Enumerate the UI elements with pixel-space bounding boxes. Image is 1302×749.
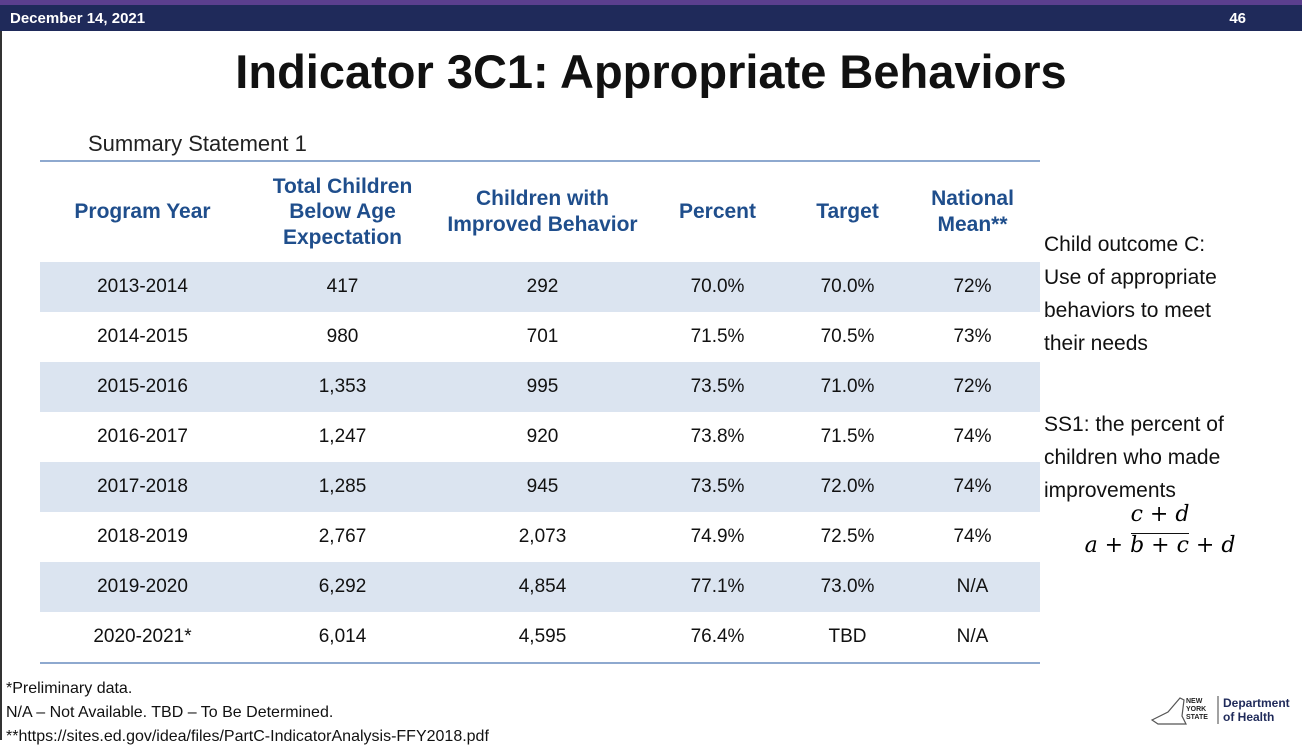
top-bar: December 14, 2021 46 (0, 5, 1302, 31)
table-cell: 72% (905, 362, 1040, 412)
subtitle: Summary Statement 1 (88, 131, 307, 156)
table-row: 2020-2021* 6,014 4,595 76.4% TBD N/A (40, 612, 1040, 663)
table-cell: 2016-2017 (97, 426, 188, 447)
table-cell: 2,073 (518, 526, 567, 547)
table-cell: 1,353 (245, 362, 440, 412)
date: December 14, 2021 (10, 10, 146, 27)
table-cell: 74% (953, 526, 992, 547)
table-cell: TBD (828, 626, 867, 647)
table-cell: 72.0% (790, 462, 905, 512)
table-cell: 4,854 (440, 562, 645, 612)
table-cell: 73.8% (690, 426, 745, 447)
formula: c + d a + b + c + d (1060, 502, 1260, 558)
table-cell: N/A (905, 562, 1040, 612)
page-number: 46 (1229, 10, 1246, 27)
table-cell: 70.0% (790, 262, 905, 312)
table-cell: 71.5% (820, 426, 875, 447)
table-row: 2015-2016 1,353 995 73.5% 71.0% 72% (40, 362, 1040, 412)
table-cell: 417 (245, 262, 440, 312)
note-line: behaviors to meet (1044, 299, 1211, 322)
logo: NEW YORK STATE Department of Health (1150, 690, 1300, 730)
table-cell: 980 (326, 326, 359, 347)
table-cell: 2017-2018 (40, 462, 245, 512)
table-cell: 74.9% (690, 526, 745, 547)
column-header: National Mean** (931, 187, 1014, 236)
table-cell: 77.1% (645, 562, 790, 612)
table-cell: 71.0% (790, 362, 905, 412)
ss1-note: SS1: the percent of children who made impr… (1044, 408, 1224, 507)
table-cell: N/A (956, 626, 989, 647)
note-line: improvements (1044, 479, 1176, 502)
table-cell: 73.5% (645, 462, 790, 512)
note-line: their needs (1044, 332, 1148, 355)
table-cell: 73.0% (790, 562, 905, 612)
table-cell: 2014-2015 (97, 326, 188, 347)
table-row: 2017-2018 1,285 945 73.5% 72.0% 74% (40, 462, 1040, 512)
table-cell: 995 (440, 362, 645, 412)
column-header: Children with Improved Behavior (447, 187, 638, 236)
outcome-note: Child outcome C: Use of appropriate behavi… (1044, 228, 1217, 360)
table-cell: 2019-2020 (40, 562, 245, 612)
logo-graphic (1150, 696, 1219, 725)
numerator: c + d (1130, 502, 1190, 534)
table-cell: 70.5% (820, 326, 875, 347)
table-row: 2018-2019 2,767 2,073 74.9% 72.5% 74% (40, 512, 1040, 562)
table-cell: 71.5% (690, 326, 745, 347)
table-cell: 2018-2019 (97, 526, 188, 547)
data-table: Program Year Total Children Below Age Exp… (40, 160, 1040, 664)
column-header: Program Year (74, 200, 211, 224)
table-cell: 6,014 (318, 626, 367, 647)
note-line: Use of appropriate (1044, 266, 1217, 289)
table-cell: 1,285 (245, 462, 440, 512)
table-cell: 701 (526, 326, 559, 347)
footnote: N/A – Not Available. TBD – To Be Determi… (6, 704, 334, 721)
table-row: 2019-2020 6,292 4,854 77.1% 73.0% N/A (40, 562, 1040, 612)
note-line: SS1: the percent of (1044, 413, 1224, 436)
note-line: Child outcome C: (1044, 233, 1206, 256)
table-row: 2014-2015 980 701 71.5% 70.5% 73% (40, 312, 1040, 362)
table-cell: 74% (953, 426, 992, 447)
column-header: Percent (678, 200, 757, 224)
footnote: **https://sites.ed.gov/idea/files/PartC-… (6, 728, 489, 745)
state-outline (1150, 697, 1187, 725)
department-name: Department of Health (1223, 696, 1290, 724)
slide-title: Indicator 3C1: Appropriate Behaviors (235, 45, 1067, 98)
table-cell: 74% (905, 462, 1040, 512)
table-cell: 73% (953, 326, 992, 347)
table-cell: 945 (440, 462, 645, 512)
table-cell: 1,247 (318, 426, 367, 447)
table-row: 2016-2017 1,247 920 73.8% 71.5% 74% (40, 412, 1040, 462)
table-cell: 72.5% (820, 526, 875, 547)
table-cell: 920 (526, 426, 559, 447)
accent-strip (0, 0, 1302, 5)
footnote: *Preliminary data. (6, 680, 133, 697)
table-cell: 73.5% (645, 362, 790, 412)
table-cell: 2,767 (318, 526, 367, 547)
table-cell: 6,292 (245, 562, 440, 612)
table-cell: 72% (905, 262, 1040, 312)
note-line: children who made (1044, 446, 1221, 469)
column-header: Target (816, 200, 879, 224)
table-cell: 2013-2014 (40, 262, 245, 312)
left-edge (0, 31, 2, 740)
table-row: 2013-2014 417 292 70.0% 70.0% 72% (40, 262, 1040, 312)
denominator: a + b + c + d (1084, 533, 1236, 558)
column-header: Total Children Below Age Expectation (272, 174, 413, 249)
table-cell: 2015-2016 (40, 362, 245, 412)
table-cell: 4,595 (518, 626, 567, 647)
table-cell: 292 (440, 262, 645, 312)
table-cell: 76.4% (690, 626, 745, 647)
state-name: NEW YORK STATE (1186, 698, 1208, 721)
table-cell: 70.0% (645, 262, 790, 312)
table-cell: 2020-2021* (93, 626, 192, 647)
footnotes: *Preliminary data. N/A – Not Available. T… (6, 677, 489, 749)
